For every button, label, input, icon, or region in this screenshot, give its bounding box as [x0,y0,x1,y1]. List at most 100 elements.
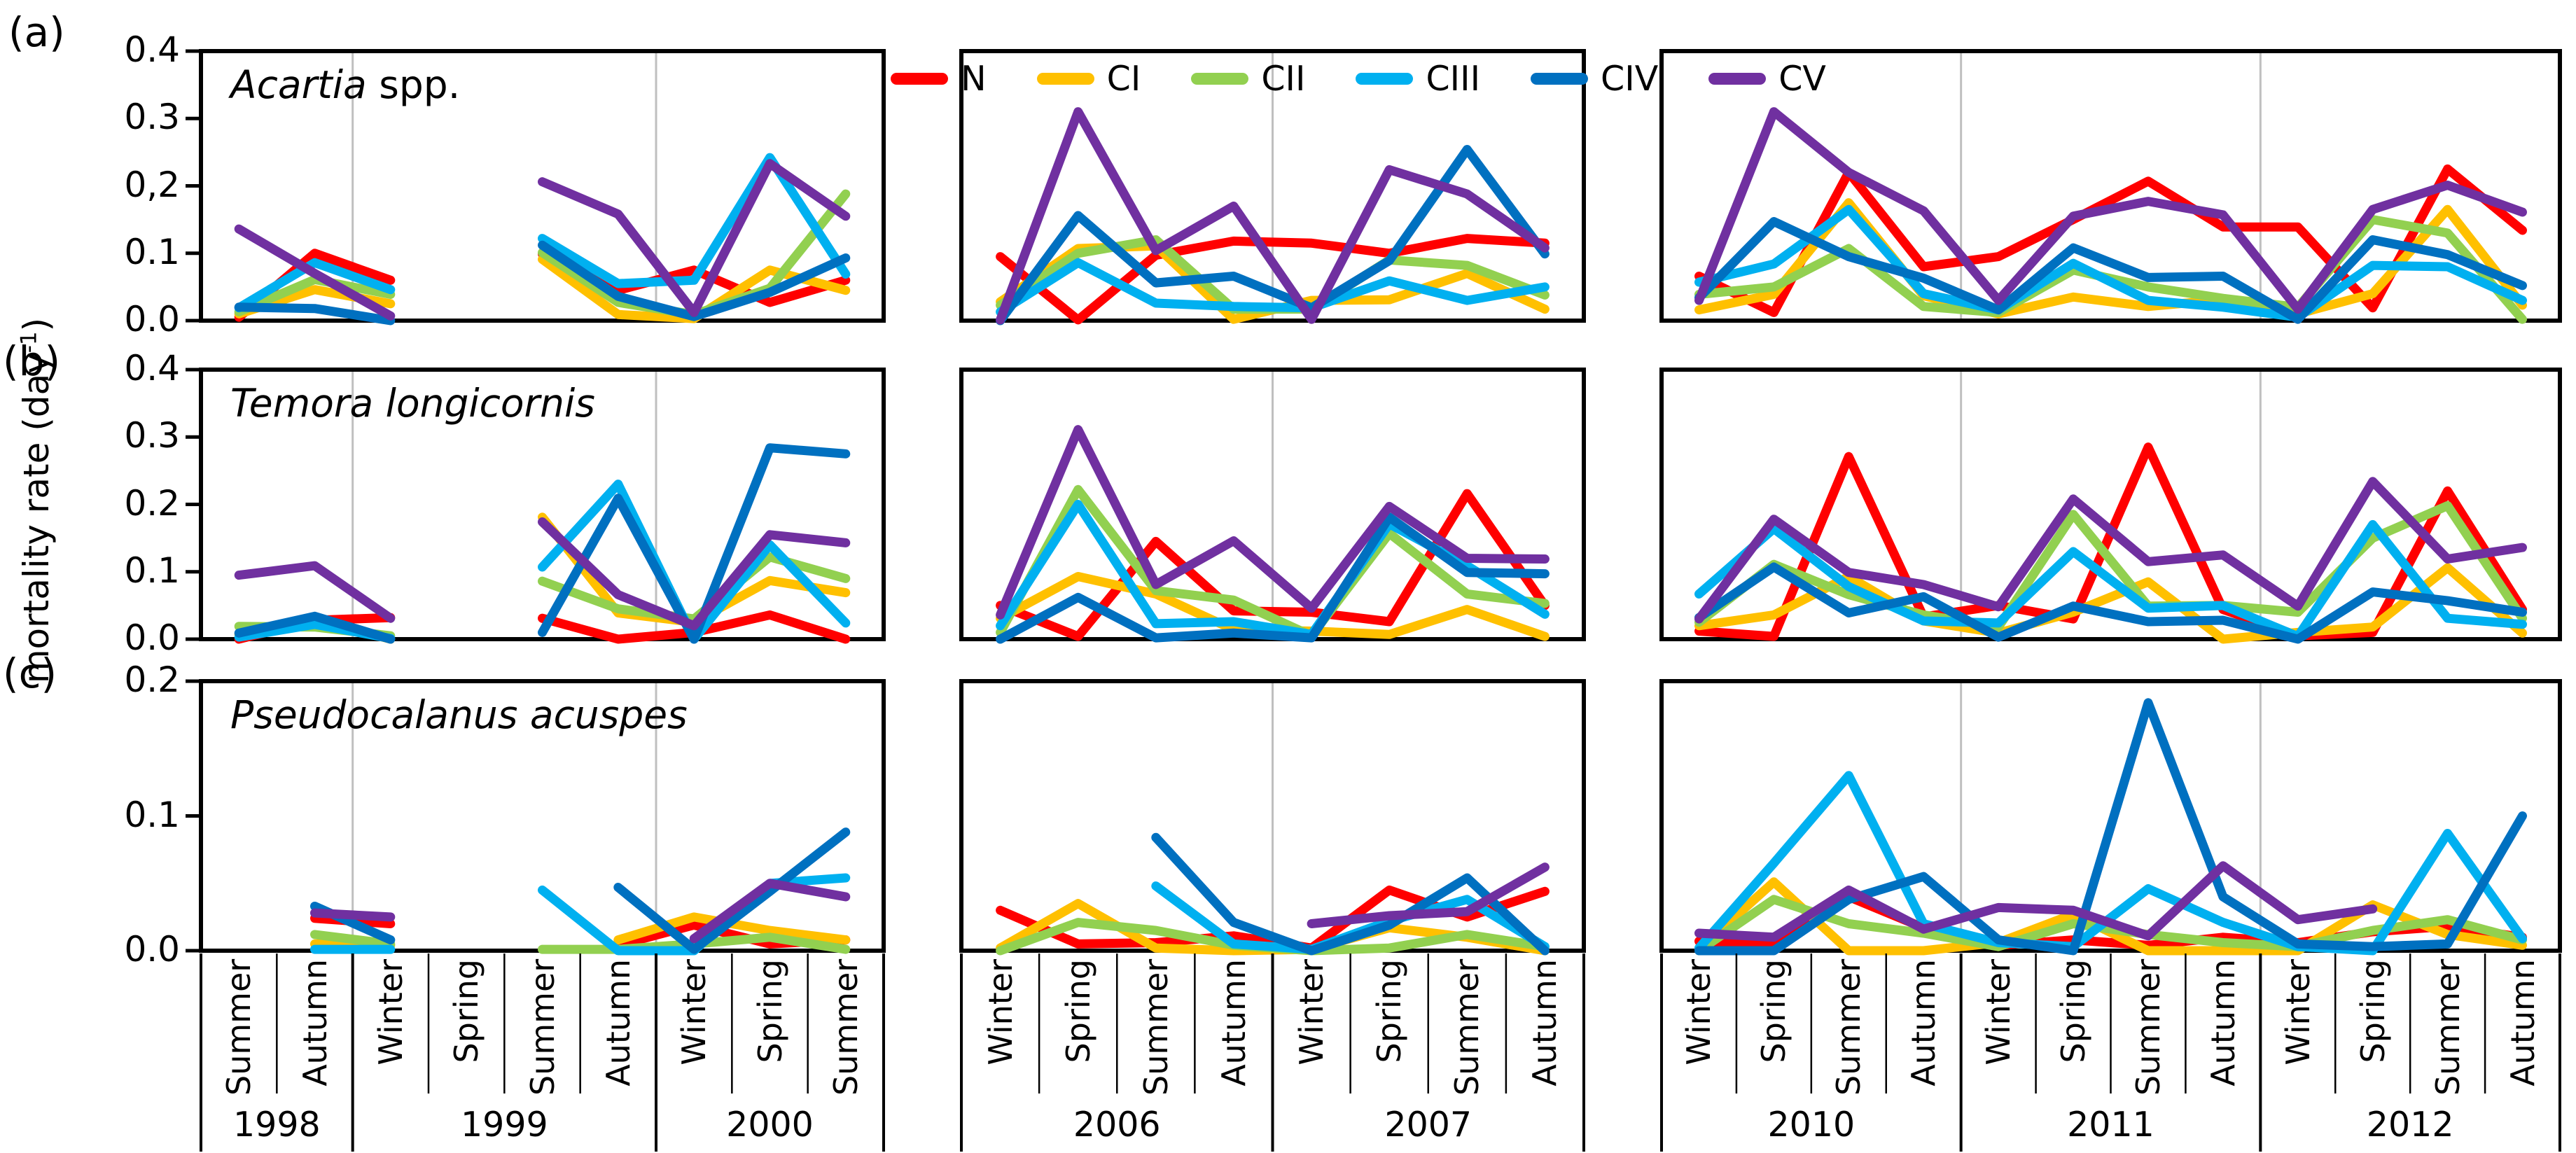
series-line-CIV-panel3-group1 [613,827,851,954]
series-line-CV-panel2-group3 [1694,477,2527,624]
series-line-CIV-panel2-group3 [1694,562,2527,644]
series-line-CIV-panel2-group1 [234,611,396,644]
series-line-CV-panel2-group2 [996,425,1550,620]
series-line-CV-panel1-group3 [1694,107,2527,314]
season-label-spring: Spring [751,959,789,1063]
season-label-winter: Winter [1979,959,2018,1065]
year-label-2007: 2007 [1384,1105,1473,1145]
panel-title-3: Pseudocalanus acuspes [230,692,688,737]
series-line-CIV-panel3-group3 [1694,698,2527,956]
legend-item-CIV: CIV [1531,59,1658,99]
season-label-spring: Spring [1370,959,1409,1063]
legend-item-CV: CV [1708,59,1826,99]
series-line-CIV-panel2-group1 [538,443,851,644]
season-label-spring: Spring [447,959,486,1063]
series-line-CV-panel2-group1 [234,561,396,623]
legend-item-CI: CI [1036,59,1141,99]
legend-swatch-CV [1708,73,1767,85]
series-line-CV-panel3-group1 [689,879,851,944]
panel-letter-(c): (c) [3,650,57,697]
legend-label-CI: CI [1106,59,1141,99]
plot-box-panel2-group3 [1659,368,2562,641]
year-label-2012: 2012 [2366,1105,2454,1145]
y-tick-label-panel3: 0.0 [124,929,180,970]
series-line-CV-panel3-group1 [310,908,396,922]
season-label-autumn: Autumn [1905,959,1943,1086]
series-line-CIII-panel3-group3 [1694,771,2527,956]
season-label-winter: Winter [981,959,1019,1065]
y-tick-label-panel1: 0.4 [124,29,180,70]
year-label-1998: 1998 [232,1105,321,1145]
season-label-spring: Spring [2054,959,2093,1063]
y-tick-label-panel3: 0.1 [124,794,180,835]
season-label-summer: Summer [523,958,562,1096]
series-line-CII-panel1-group1 [234,274,396,316]
season-label-spring: Spring [1059,959,1097,1063]
series-line-CV-panel1-group2 [996,107,1550,325]
y-tick-label-panel1: 0.0 [124,299,180,340]
legend-label-CIII: CIII [1426,59,1481,99]
year-label-2011: 2011 [2067,1105,2154,1145]
season-label-summer: Summer [1448,958,1487,1096]
series-line-CIV-panel3-group2 [1151,832,1550,956]
series-line-CIII-panel2-group3 [1694,519,2527,641]
legend-label-CIV: CIV [1601,59,1659,99]
plot-box-panel3-group3 [1659,679,2562,953]
series-line-N-panel1-group2 [996,234,1550,325]
series-line-CII-panel3-group1 [310,930,396,949]
series-line-CIV-panel1-group2 [996,145,1550,326]
season-label-autumn: Autumn [2203,959,2242,1086]
y-tick-label-panel1: 0.3 [124,97,180,138]
legend-item-CII: CII [1191,59,1305,99]
legend-swatch-CI [1036,73,1094,85]
season-label-autumn: Autumn [1526,959,1564,1086]
year-label-2000: 2000 [726,1105,814,1145]
y-tick-label-panel2: 0.1 [124,550,180,591]
series-line-CIII-panel1-group2 [996,258,1550,316]
panel-title-2: Temora longicornis [230,381,595,426]
series-line-CI-panel2-group3 [1694,563,2527,644]
season-label-winter: Winter [2278,959,2317,1065]
year-label-2010: 2010 [1767,1105,1856,1145]
season-label-winter: Winter [1680,959,1718,1065]
series-line-CIII-panel1-group1 [538,153,851,288]
season-label-autumn: Autumn [599,959,637,1086]
series-line-CIV-panel2-group2 [996,512,1550,644]
season-label-autumn: Autumn [295,959,334,1086]
legend-label-CV: CV [1778,59,1826,99]
y-tick-label-panel2: 0.2 [124,482,180,524]
season-label-summer: Summer [826,958,865,1096]
season-label-autumn: Autumn [1214,959,1253,1086]
panel-title-1: Acartia spp. [230,62,461,107]
year-label-1999: 1999 [460,1105,548,1145]
season-label-summer: Summer [1136,958,1175,1096]
legend-swatch-CIV [1531,73,1589,85]
season-label-winter: Winter [371,959,410,1065]
series-line-CV-panel3-group3 [1694,861,2378,942]
legend-swatch-CII [1191,73,1249,85]
series-line-CIII-panel1-group3 [1694,204,2527,322]
legend-swatch-CIII [1356,73,1414,85]
series-line-CIV-panel1-group1 [234,302,396,326]
series-line-CII-panel2-group2 [996,484,1550,641]
series-line-CIV-panel1-group3 [1694,217,2527,324]
legend-label-N: N [961,59,987,99]
season-label-winter: Winter [675,959,713,1065]
season-label-winter: Winter [1293,959,1331,1065]
series-line-CV-panel1-group1 [234,224,396,321]
year-label-2006: 2006 [1073,1105,1161,1145]
y-tick-label-panel2: 0.4 [124,348,180,389]
legend: N CI CII CIII CIV CV [891,59,1826,99]
y-tick-label-panel1: 0,2 [124,164,180,205]
series-line-CV-panel1-group1 [538,159,851,317]
series-line-CV-panel2-group1 [538,517,851,631]
season-label-spring: Spring [2353,959,2392,1063]
y-tick-label-panel2: 0.3 [124,415,180,456]
series-line-N-panel2-group2 [996,489,1550,641]
series-line-CII-panel2-group3 [1694,501,2527,632]
y-tick-label-panel3: 0.2 [124,659,180,700]
season-label-summer: Summer [1830,958,1868,1096]
season-label-spring: Spring [1755,959,1793,1063]
